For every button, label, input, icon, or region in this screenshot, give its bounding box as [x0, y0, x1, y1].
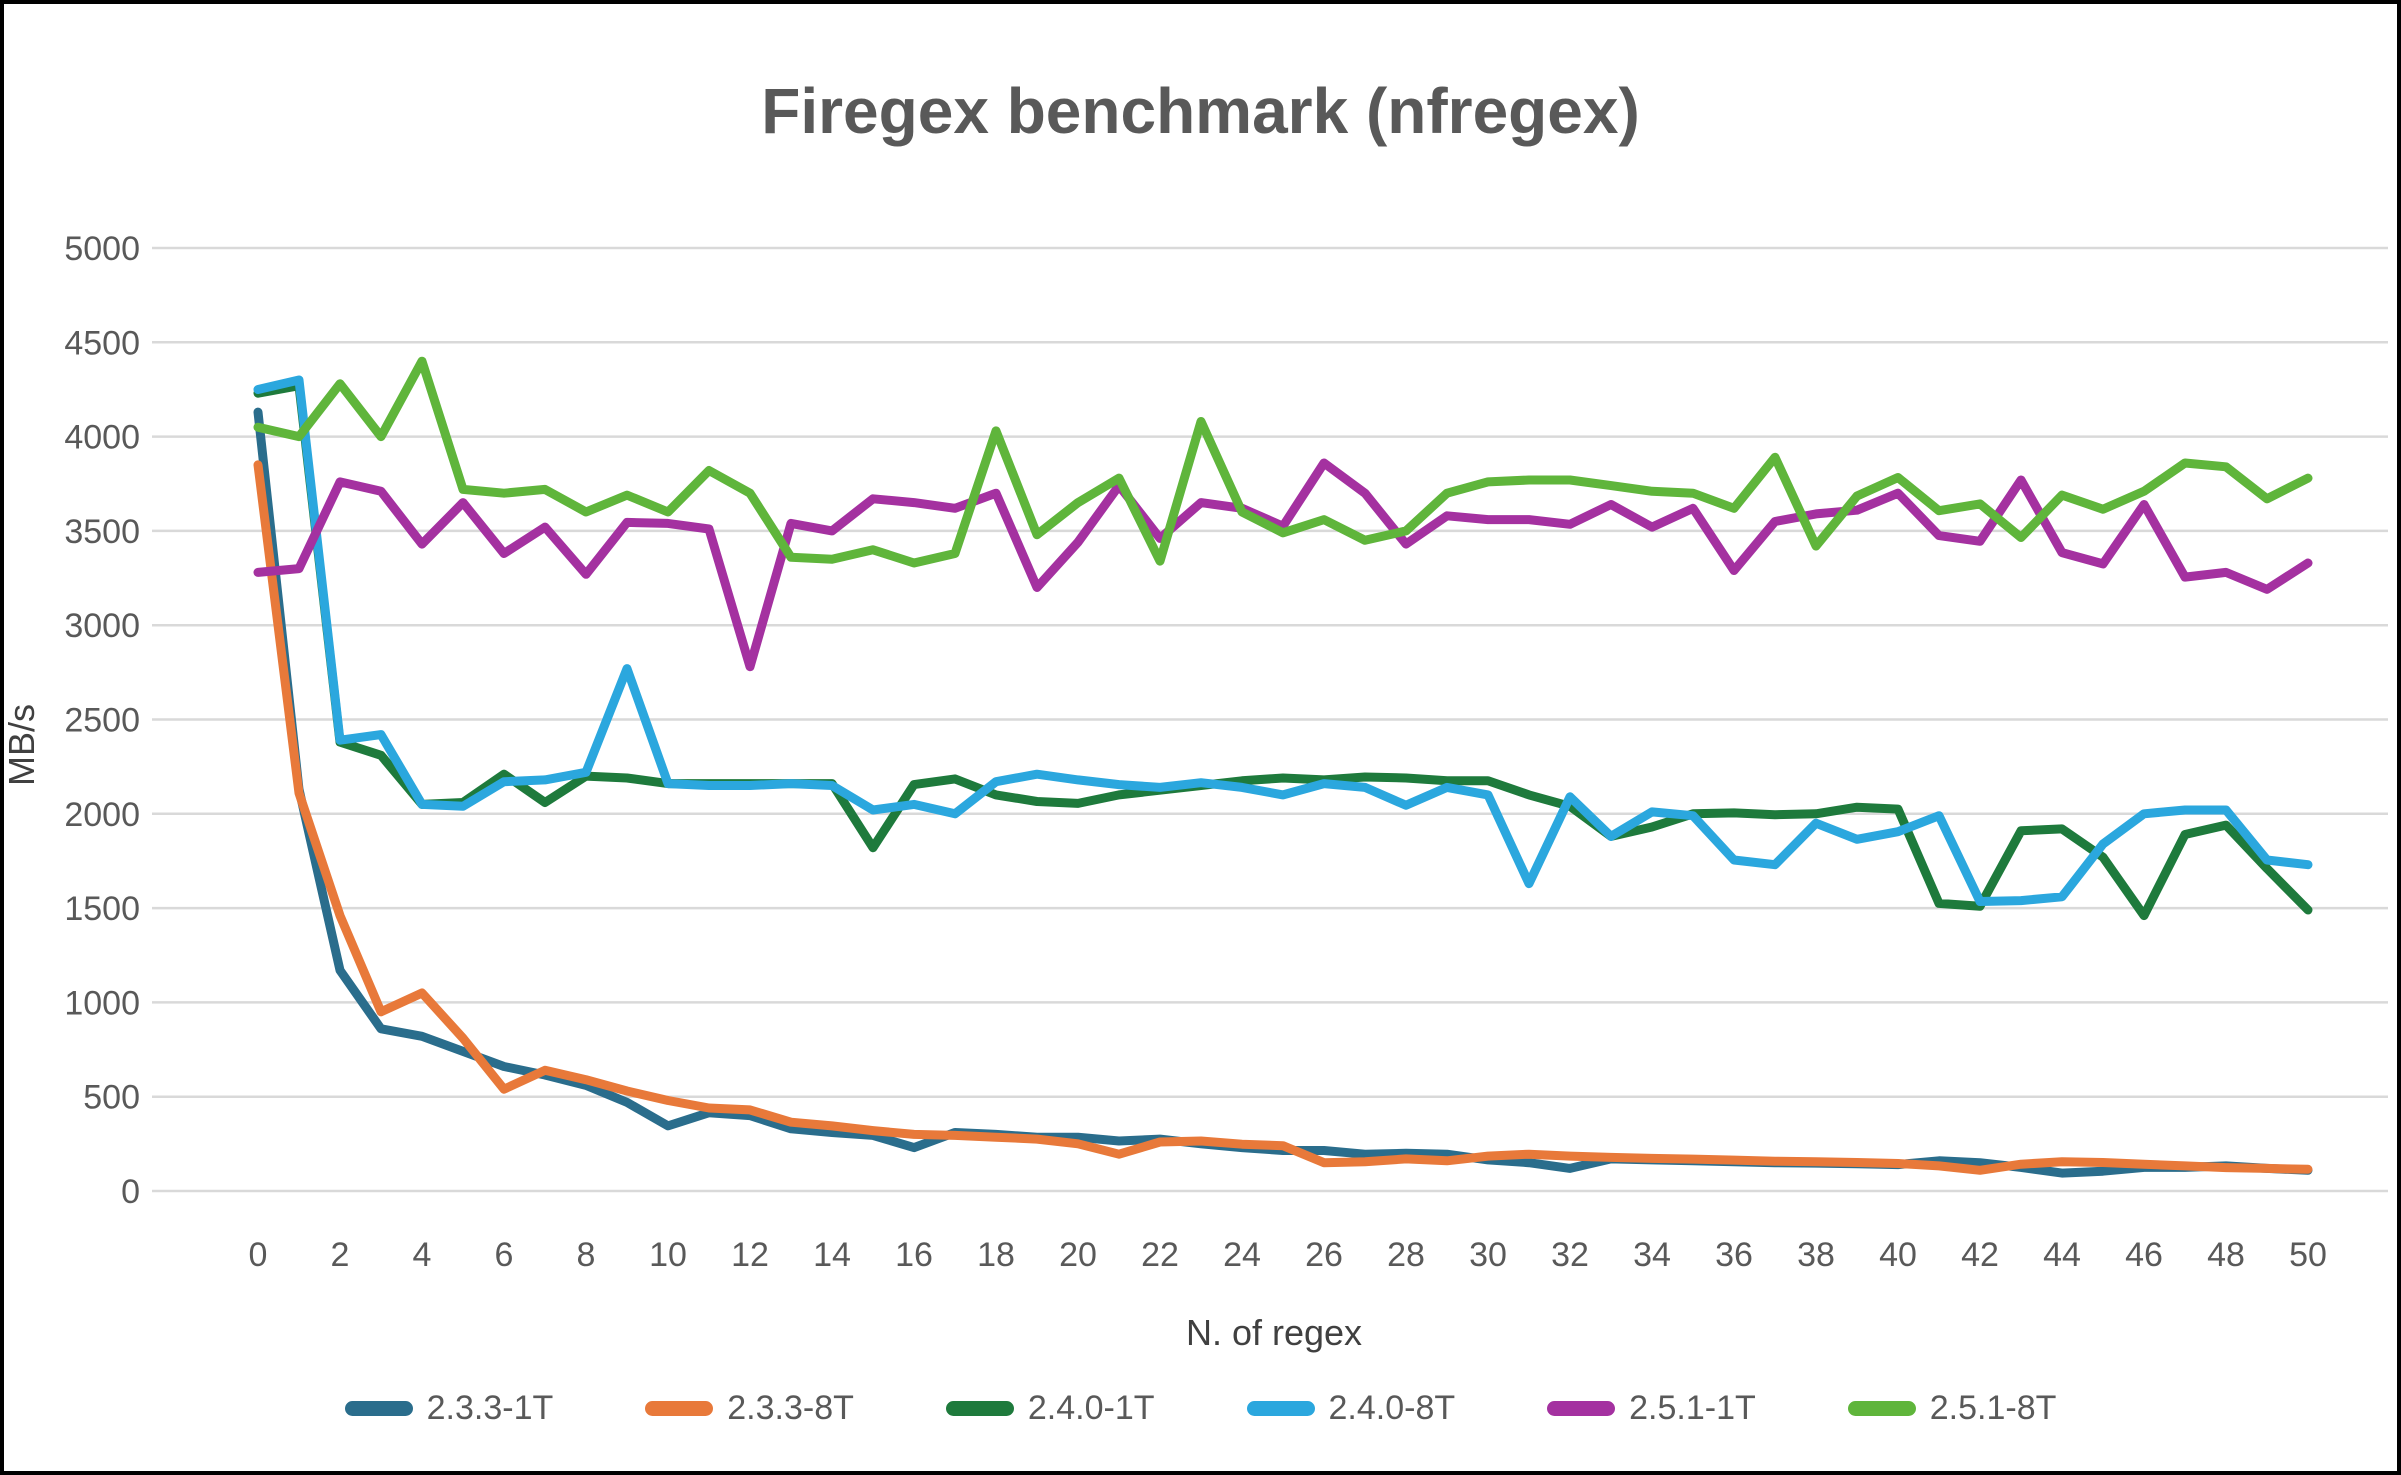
legend: 2.3.3-1T 2.3.3-8T 2.4.0-1T 2.4.0-8T 2.5.1-1T… — [4, 1389, 2397, 1428]
x-tick-44: 44 — [2043, 1236, 2081, 1274]
x-tick-0: 0 — [249, 1236, 268, 1274]
x-tick-6: 6 — [495, 1236, 514, 1274]
x-tick-22: 22 — [1141, 1236, 1179, 1274]
y-tick-2500: 2500 — [64, 702, 140, 740]
x-tick-14: 14 — [813, 1236, 851, 1274]
y-tick-5000: 5000 — [64, 230, 140, 268]
legend-item-2.3.3-8T: 2.3.3-8T — [645, 1389, 854, 1428]
legend-swatch-2.4.0-8T — [1246, 1401, 1315, 1416]
legend-label-2.4.0-8T: 2.4.0-8T — [1328, 1389, 1456, 1427]
chart-title: Firegex benchmark (nfregex) — [761, 75, 1640, 147]
legend-swatch-2.3.3-8T — [645, 1401, 714, 1416]
series-line-2.5.1-8T — [253, 356, 2313, 568]
x-tick-32: 32 — [1551, 1236, 1589, 1274]
x-tick-48: 48 — [2207, 1236, 2245, 1274]
x-tick-2: 2 — [331, 1236, 350, 1274]
x-tick-46: 46 — [2125, 1236, 2163, 1274]
legend-item-2.5.1-1T: 2.5.1-1T — [1547, 1389, 1756, 1428]
y-tick-3500: 3500 — [64, 513, 140, 551]
legend-swatch-2.4.0-1T — [945, 1401, 1014, 1416]
legend-item-2.3.3-1T: 2.3.3-1T — [344, 1389, 554, 1428]
series-line-2.5.1-1T — [253, 458, 2313, 672]
x-tick-36: 36 — [1715, 1236, 1753, 1274]
x-tick-24: 24 — [1223, 1236, 1261, 1274]
x-tick-50: 50 — [2289, 1236, 2327, 1274]
legend-swatch-2.5.1-8T — [1847, 1401, 1916, 1416]
legend-item-2.5.1-8T: 2.5.1-8T — [1847, 1389, 2057, 1428]
series-line-2.4.0-1T — [253, 381, 2313, 921]
legend-item-2.4.0-8T: 2.4.0-8T — [1246, 1389, 1456, 1428]
series-line-2.3.3-8T — [253, 460, 2313, 1175]
x-tick-18: 18 — [977, 1236, 1015, 1274]
x-tick-8: 8 — [577, 1236, 596, 1274]
x-tick-4: 4 — [413, 1236, 432, 1274]
y-tick-4000: 4000 — [64, 419, 140, 457]
x-tick-40: 40 — [1879, 1236, 1917, 1274]
y-tick-500: 500 — [83, 1079, 140, 1117]
legend-swatch-2.5.1-1T — [1547, 1401, 1616, 1416]
x-tick-20: 20 — [1059, 1236, 1097, 1274]
y-axis-title: MB/s — [1, 704, 42, 787]
x-tick-26: 26 — [1305, 1236, 1343, 1274]
x-tick-34: 34 — [1633, 1236, 1671, 1274]
x-axis-title: N. of regex — [1185, 1312, 1363, 1353]
x-tick-16: 16 — [895, 1236, 933, 1274]
legend-label-2.4.0-1T: 2.4.0-1T — [1027, 1389, 1155, 1427]
y-tick-2000: 2000 — [64, 796, 140, 834]
x-tick-10: 10 — [649, 1236, 687, 1274]
y-tick-3000: 3000 — [64, 607, 140, 645]
x-tick-28: 28 — [1387, 1236, 1425, 1274]
legend-label-2.3.3-8T: 2.3.3-8T — [727, 1389, 854, 1427]
x-tick-30: 30 — [1469, 1236, 1507, 1274]
legend-label-2.5.1-1T: 2.5.1-1T — [1629, 1389, 1756, 1427]
legend-swatch-2.3.3-1T — [344, 1401, 413, 1416]
x-tick-38: 38 — [1797, 1236, 1835, 1274]
x-tick-42: 42 — [1961, 1236, 1999, 1274]
legend-label-2.5.1-8T: 2.5.1-8T — [1929, 1389, 2057, 1427]
y-tick-1000: 1000 — [64, 984, 140, 1022]
series-line-2.4.0-8T — [253, 375, 2313, 906]
plot-area: 0500100015002000250030003500400045005000… — [64, 230, 2388, 1274]
y-tick-4500: 4500 — [64, 324, 140, 362]
y-tick-1500: 1500 — [64, 890, 140, 928]
legend-label-2.3.3-1T: 2.3.3-1T — [426, 1389, 554, 1427]
x-tick-12: 12 — [731, 1236, 769, 1274]
legend-item-2.4.0-1T: 2.4.0-1T — [945, 1389, 1155, 1428]
y-tick-0: 0 — [121, 1173, 140, 1211]
